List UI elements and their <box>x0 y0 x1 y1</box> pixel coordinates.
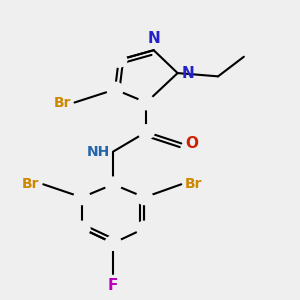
Text: O: O <box>186 136 199 151</box>
Circle shape <box>105 177 121 191</box>
Circle shape <box>138 125 154 139</box>
Text: NH: NH <box>86 145 110 159</box>
Circle shape <box>74 221 90 236</box>
Circle shape <box>136 190 153 205</box>
Text: Br: Br <box>53 95 71 110</box>
Text: Br: Br <box>185 177 202 191</box>
Text: Br: Br <box>22 177 40 191</box>
Text: N: N <box>147 31 160 46</box>
Circle shape <box>136 221 153 236</box>
Text: F: F <box>108 278 119 293</box>
Text: N: N <box>182 66 195 81</box>
Circle shape <box>74 190 90 205</box>
Circle shape <box>111 53 127 67</box>
Circle shape <box>105 236 121 250</box>
Circle shape <box>107 82 123 97</box>
Circle shape <box>138 95 154 110</box>
